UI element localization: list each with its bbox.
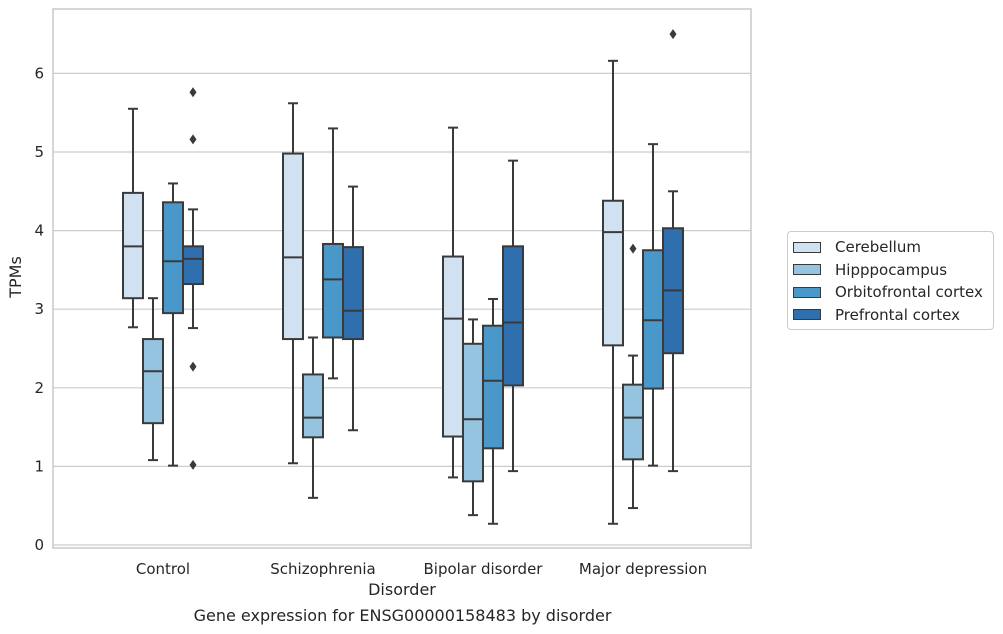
x-tick-label: Schizophrenia	[270, 560, 375, 578]
box	[602, 199, 624, 347]
legend-item: Orbitofrontal cortex	[788, 281, 993, 304]
y-tick-label: 5	[34, 143, 44, 161]
outlier-point	[189, 134, 197, 145]
outlier-point	[629, 243, 637, 254]
x-tick-label: Major depression	[579, 560, 707, 578]
box	[282, 152, 304, 341]
box	[442, 255, 464, 438]
outlier-point	[669, 29, 677, 40]
legend-item: Prefrontal cortex	[788, 304, 993, 327]
box	[622, 383, 644, 461]
x-tick-label: Bipolar disorder	[424, 560, 544, 578]
box	[182, 245, 204, 286]
outlier-point	[189, 361, 197, 372]
legend-label: Cerebellum	[835, 238, 921, 257]
legend-label: Orbitofrontal cortex	[835, 283, 983, 302]
y-axis-label: TPMs	[6, 256, 25, 299]
legend-label: Prefrontal cortex	[835, 305, 960, 324]
y-tick-label: 3	[34, 300, 44, 318]
box	[342, 246, 364, 341]
x-tick-label: Control	[136, 560, 190, 578]
figure-caption: Gene expression for ENSG00000158483 by d…	[193, 606, 612, 625]
outlier-point	[189, 459, 197, 470]
y-tick-label: 1	[34, 457, 44, 475]
box	[302, 373, 324, 439]
y-tick-label: 4	[34, 222, 44, 240]
x-axis-label: Disorder	[368, 580, 436, 599]
legend-item: Cerebellum	[788, 236, 993, 259]
legend-label: Hipppocampus	[835, 260, 948, 279]
box	[502, 245, 524, 387]
box	[322, 242, 344, 339]
y-tick-label: 2	[34, 379, 44, 397]
legend-swatch	[793, 264, 821, 276]
box	[142, 338, 164, 425]
legend-swatch	[793, 286, 821, 298]
y-tick-label: 6	[34, 64, 44, 82]
legend: Cerebellum Hipppocampus Orbitofrontal cort…	[787, 231, 994, 330]
box	[482, 324, 504, 450]
box	[462, 342, 484, 483]
legend-item: Hipppocampus	[788, 259, 993, 282]
legend-swatch	[793, 309, 821, 321]
y-tick-label: 0	[34, 536, 44, 554]
plot-frame	[52, 8, 752, 549]
box	[162, 201, 184, 315]
legend-swatch	[793, 241, 821, 253]
outlier-point	[189, 87, 197, 98]
